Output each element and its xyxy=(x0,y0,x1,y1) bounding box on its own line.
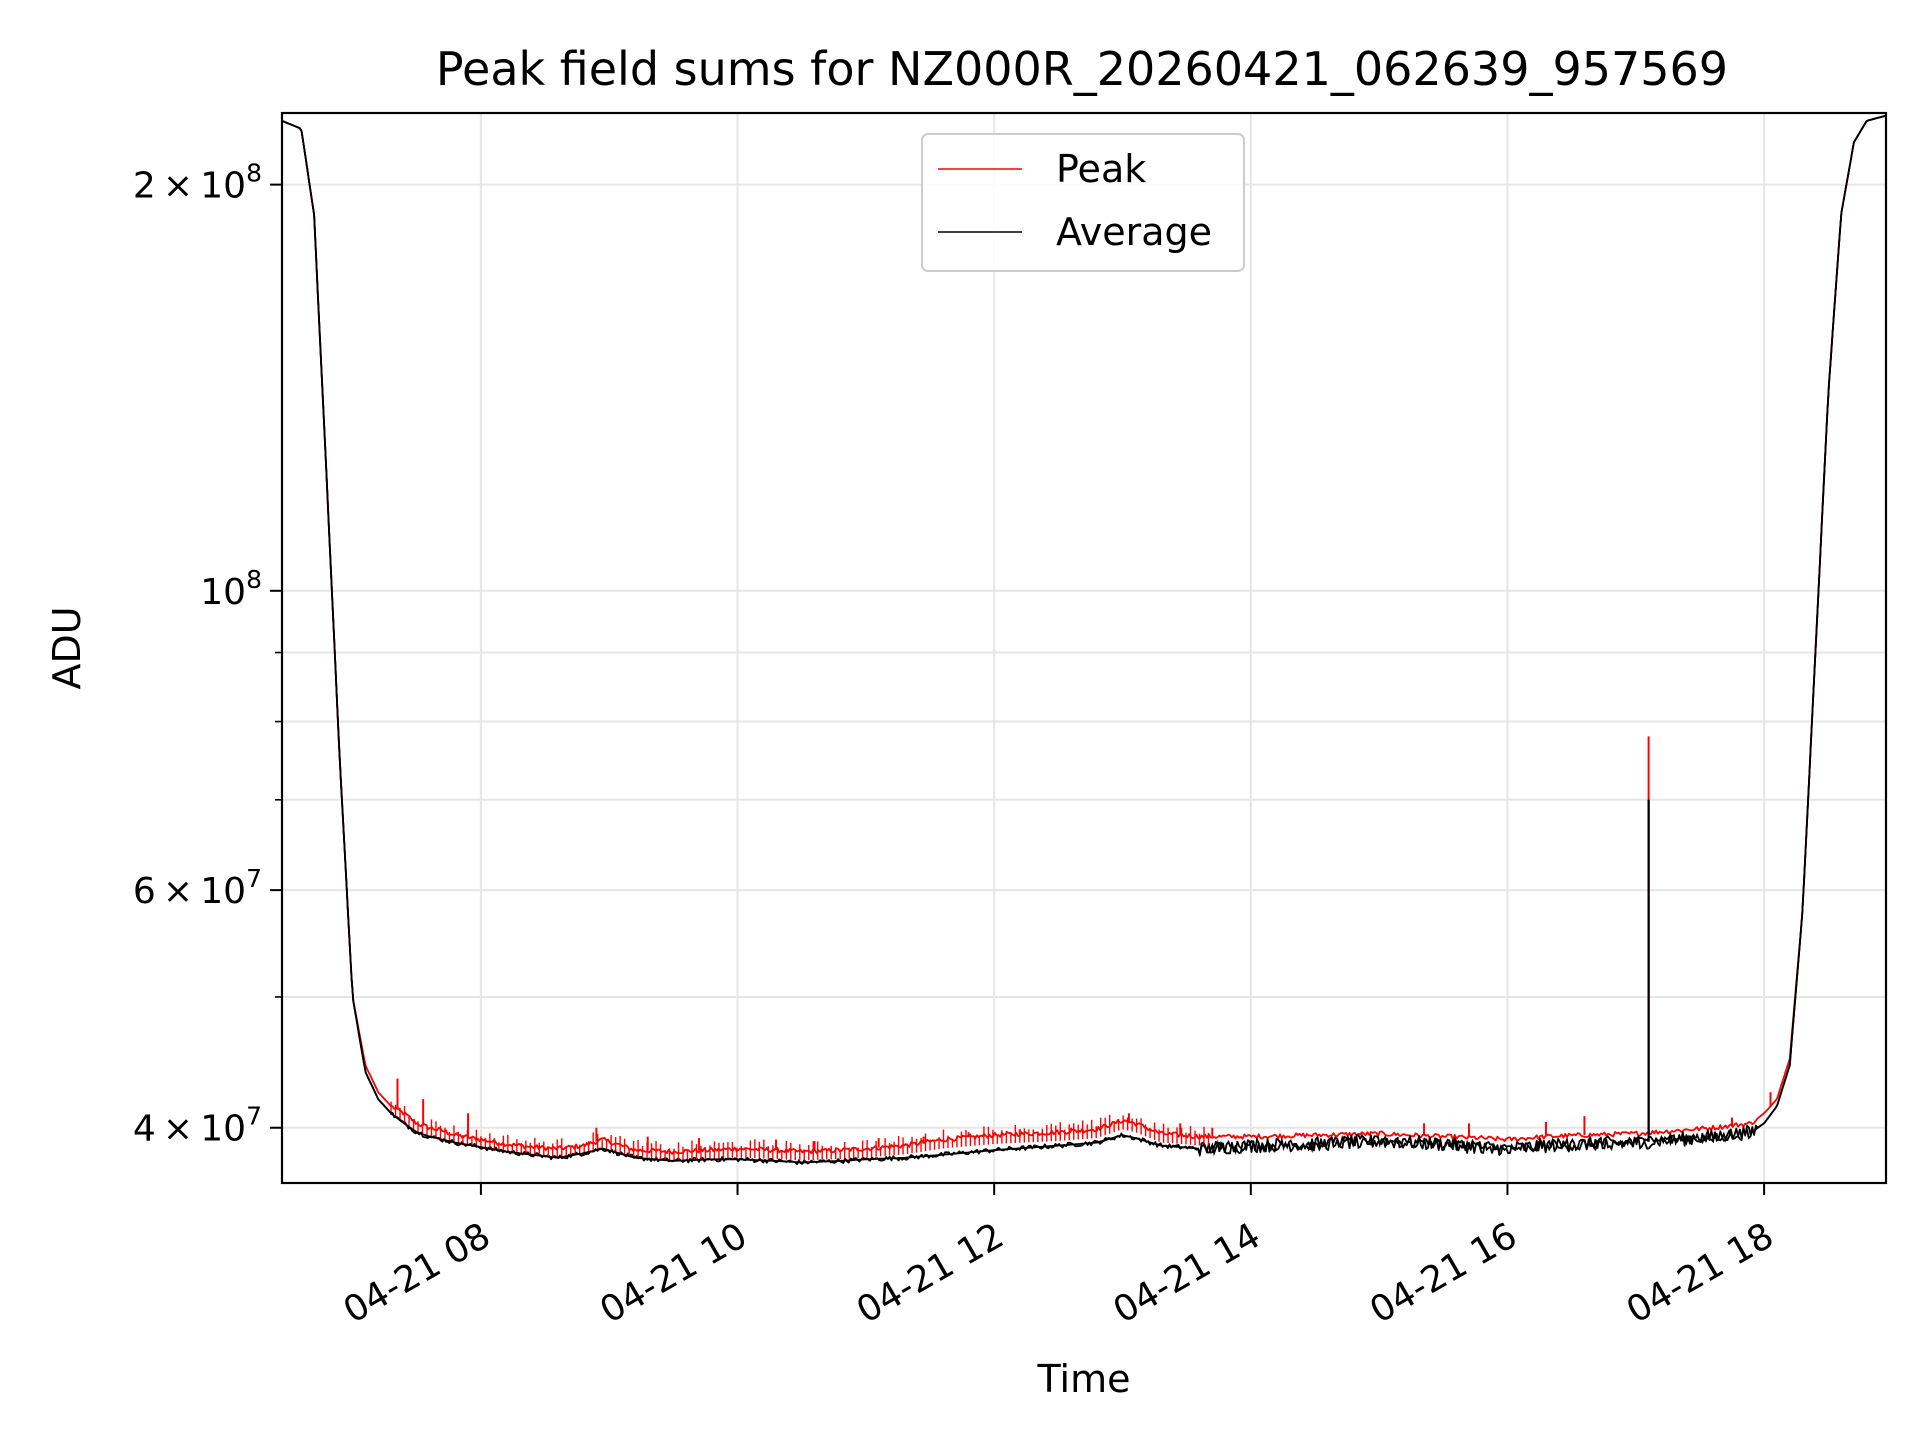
legend-peak-label: Peak xyxy=(1056,147,1146,191)
y-tick-label: 108 xyxy=(200,565,262,613)
series-line-average-top xyxy=(282,114,1886,1164)
y-tick-base: 10 xyxy=(200,572,246,613)
y-tick-exponent: 8 xyxy=(246,565,262,594)
legend-average-label: Average xyxy=(1056,210,1212,254)
y-tick-exponent: 8 xyxy=(246,159,262,188)
y-tick-exponent: 7 xyxy=(246,1102,262,1131)
chart-title: Peak field sums for NZ000R_20260421_0626… xyxy=(436,42,1728,96)
plot-area xyxy=(282,114,1886,1165)
y-tick-base: 2 × 10 xyxy=(133,166,246,207)
y-tick-label: 4 × 107 xyxy=(133,1102,262,1150)
y-axis-label: ADU xyxy=(45,606,89,689)
y-tick-base: 6 × 10 xyxy=(133,871,246,912)
y-tick-base: 4 × 10 xyxy=(133,1109,246,1150)
y-tick-label: 6 × 107 xyxy=(133,864,262,912)
axes-frame xyxy=(280,111,1888,1185)
y-tick-label: 2 × 108 xyxy=(133,159,262,207)
series-line-peak xyxy=(282,114,1886,1155)
legend: Peak Average xyxy=(921,133,1245,272)
series-layer xyxy=(282,114,1886,1165)
y-tick-exponent: 7 xyxy=(246,864,262,893)
x-axis-label: Time xyxy=(1037,1357,1131,1401)
